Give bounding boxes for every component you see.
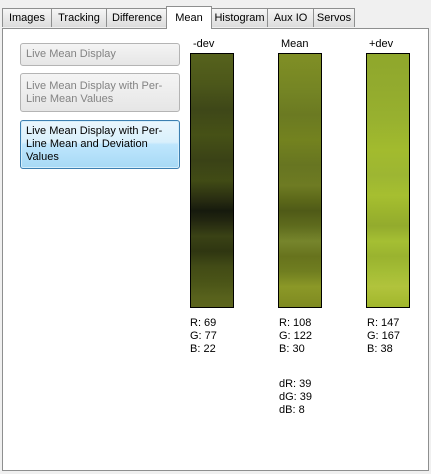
plus-dev-g-value: G: 167 [367, 330, 401, 342]
deviation-r-value: dR: 39 [279, 378, 312, 390]
deviation-g-value: dG: 39 [279, 391, 313, 403]
plus-dev-values: R: 147 G: 167 B: 38 [367, 317, 400, 356]
tab-aux-io[interactable]: Aux IO [267, 8, 314, 27]
minus-dev-values: R: 69 G: 77 B: 22 [190, 317, 217, 356]
tab-images[interactable]: Images [2, 8, 52, 27]
mode-label: Live Mean Display [26, 48, 116, 60]
minus-dev-b-value: B: 22 [190, 343, 216, 355]
live-mean-deviation-button[interactable]: Live Mean Display with Per-Line Mean and… [20, 120, 180, 169]
tab-strip: Images Tracking Difference Mean Histogra… [2, 6, 429, 29]
plus-dev-swatch [366, 53, 410, 308]
mean-values: R: 108 G: 122 B: 30 [279, 317, 312, 356]
tab-mean[interactable]: Mean [166, 6, 212, 29]
plus-dev-b-value: B: 38 [367, 343, 393, 355]
tab-tracking[interactable]: Tracking [51, 8, 107, 27]
tab-servos[interactable]: Servos [313, 8, 355, 27]
live-mean-display-button[interactable]: Live Mean Display [20, 43, 180, 66]
deviation-b-value: dB: 8 [279, 404, 305, 416]
minus-dev-label: -dev [193, 38, 215, 50]
mode-label: Live Mean Display with Per-Line Mean and… [26, 125, 163, 163]
plus-dev-label: +dev [369, 38, 394, 50]
mode-label: Live Mean Display with Per-Line Mean Val… [26, 79, 163, 105]
mean-label: Mean [281, 38, 309, 50]
minus-dev-r-value: R: 69 [190, 317, 217, 329]
mean-g-value: G: 122 [279, 330, 313, 342]
mean-r-value: R: 108 [279, 317, 312, 329]
deviation-values: dR: 39 dG: 39 dB: 8 [279, 378, 312, 417]
tab-difference[interactable]: Difference [106, 8, 168, 27]
mean-swatch [278, 53, 322, 308]
minus-dev-swatch [190, 53, 234, 308]
minus-dev-g-value: G: 77 [190, 330, 217, 342]
live-mean-per-line-button[interactable]: Live Mean Display with Per-Line Mean Val… [20, 73, 180, 112]
mean-b-value: B: 30 [279, 343, 305, 355]
plus-dev-r-value: R: 147 [367, 317, 400, 329]
tab-histogram[interactable]: Histogram [211, 8, 268, 27]
